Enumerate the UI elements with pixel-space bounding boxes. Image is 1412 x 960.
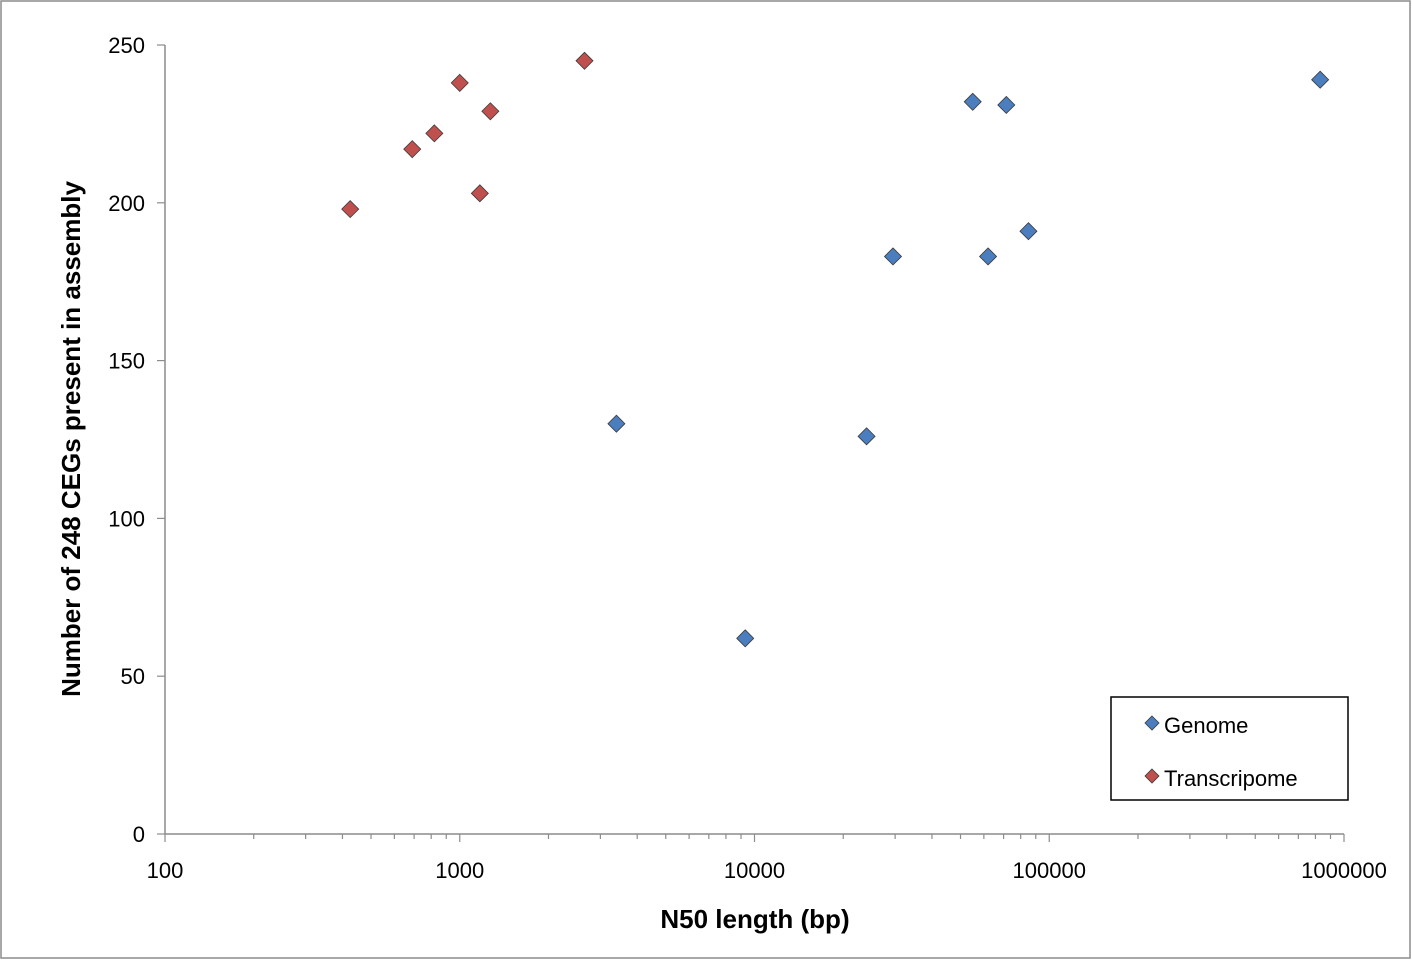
legend-marker-transcripome [1144, 768, 1160, 784]
legend-label-transcripome: Transcripome [1164, 766, 1298, 791]
y-axis-title: Number of 248 CEGs present in assembly [56, 181, 86, 697]
data-point [1311, 70, 1330, 89]
data-point [857, 427, 876, 446]
x-tick-label: 1000 [435, 858, 484, 883]
y-tick-label: 200 [108, 191, 145, 216]
data-point [341, 200, 360, 219]
data-point [607, 414, 626, 433]
y-tick-label: 50 [121, 664, 145, 689]
y-tick-label: 100 [108, 506, 145, 531]
legend-label-genome: Genome [1164, 713, 1248, 738]
data-point [481, 102, 500, 121]
data-point [575, 51, 594, 70]
data-point [450, 73, 469, 92]
data-point [997, 95, 1016, 115]
legend-marker-genome [1144, 715, 1160, 731]
data-point [470, 184, 489, 203]
x-tick-label: 10000 [724, 858, 785, 883]
legend-box [1110, 696, 1349, 801]
x-axis-title: N50 length (bp) [660, 904, 849, 934]
series-transcripome [341, 51, 594, 219]
legend: Genome Transcripome [1110, 696, 1349, 801]
x-tick-label: 1000000 [1301, 858, 1387, 883]
y-tick-label: 250 [108, 33, 145, 58]
data-point [1019, 222, 1038, 241]
tick-labels: 0 50 100 150 200 250 100 1000 10000 100000 1000000 [108, 33, 1387, 883]
data-point [403, 140, 422, 159]
series-genome [607, 70, 1330, 648]
data-point [978, 247, 998, 266]
data-point [736, 629, 755, 648]
data-point [963, 92, 982, 111]
data-points [341, 51, 1330, 648]
y-tick-label: 150 [108, 349, 145, 374]
data-point [883, 247, 903, 266]
data-point [425, 124, 444, 143]
x-tick-label: 100 [147, 858, 184, 883]
x-tick-label: 100000 [1013, 858, 1086, 883]
axis-ticks [157, 44, 1345, 842]
y-tick-label: 0 [133, 822, 145, 847]
